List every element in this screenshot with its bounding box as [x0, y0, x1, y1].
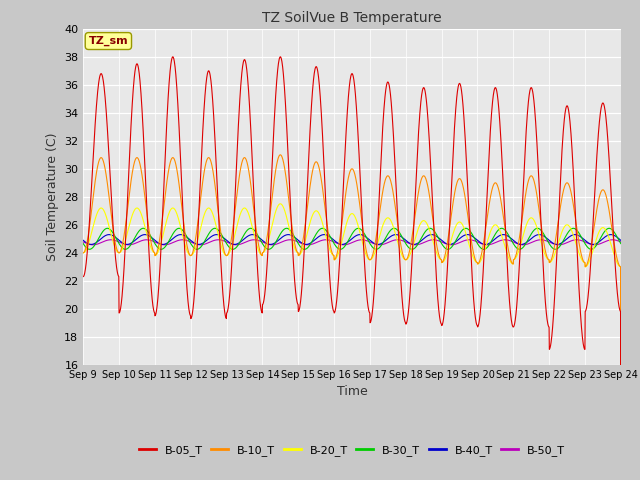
X-axis label: Time: Time	[337, 385, 367, 398]
Legend: B-05_T, B-10_T, B-20_T, B-30_T, B-40_T, B-50_T: B-05_T, B-10_T, B-20_T, B-30_T, B-40_T, …	[134, 440, 570, 460]
Title: TZ SoilVue B Temperature: TZ SoilVue B Temperature	[262, 11, 442, 25]
Text: TZ_sm: TZ_sm	[88, 36, 128, 46]
Y-axis label: Soil Temperature (C): Soil Temperature (C)	[45, 132, 58, 261]
